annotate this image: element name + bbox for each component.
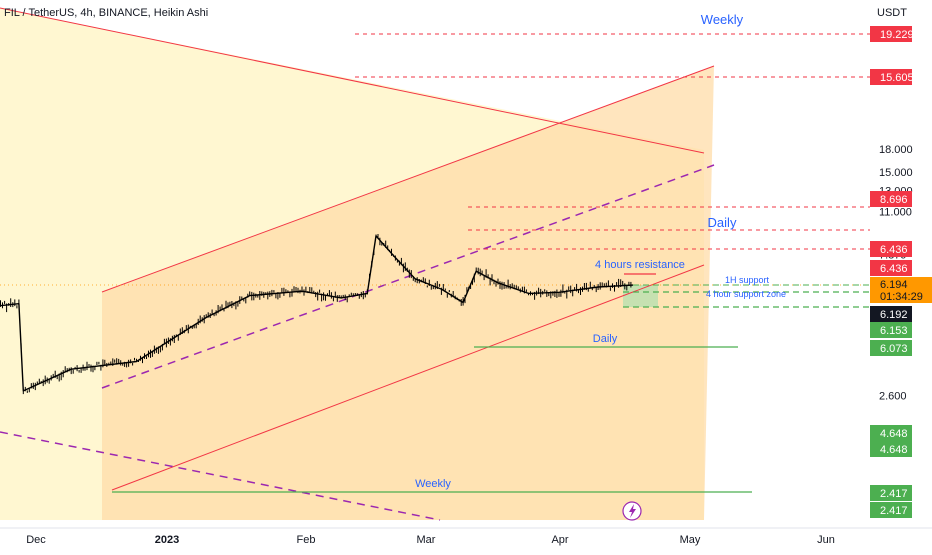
price-badge-bg — [870, 26, 912, 42]
price-badge-label: 6.153 — [880, 325, 908, 337]
price-badge-label: 15.605 — [880, 72, 914, 84]
channel-fill — [102, 66, 714, 520]
price-badge-label: 4.648 — [880, 428, 908, 440]
annotation-weekly-top: Weekly — [701, 12, 744, 27]
descending-trendline — [0, 7, 705, 154]
price-badge-label: 8.696 — [880, 194, 908, 206]
annotation-daily-bottom: Daily — [593, 333, 618, 345]
current-price-value: 6.194 — [880, 279, 908, 291]
price-badge-label: 2.417 — [880, 505, 908, 517]
time-tick-label: Apr — [551, 534, 568, 546]
price-badge-bg — [870, 441, 912, 457]
price-badge-bg — [870, 69, 912, 85]
channel-upper-line — [101, 65, 715, 293]
annotation-4h-resistance: 4 hours resistance — [595, 259, 685, 271]
crosshair-price-value: 6.192 — [880, 309, 908, 321]
channel-lower-line — [111, 264, 705, 491]
price-tick-label: 18.000 — [879, 144, 913, 156]
time-tick-label: 2023 — [155, 534, 179, 546]
annotation-daily-top: Daily — [708, 215, 737, 230]
price-badge-label: 2.417 — [880, 488, 908, 500]
time-tick-label: May — [680, 534, 701, 546]
current-price-badge: 6.194 01:34:29 — [870, 277, 932, 303]
price-badge-label: 4.648 — [880, 444, 908, 456]
price-badge-bg — [870, 241, 912, 257]
time-axis-labels: Dec 2023 Feb Mar Apr May Jun — [26, 534, 835, 546]
price-badge-label: 19.229 — [880, 29, 914, 41]
annotation-4h-support-zone: 4 hour support zone — [706, 289, 786, 299]
price-badge-bg — [870, 260, 912, 276]
time-tick-label: Mar — [417, 534, 436, 546]
time-tick-label: Jun — [817, 534, 835, 546]
time-tick-label: Feb — [297, 534, 316, 546]
price-badge-label: 6.436 — [880, 263, 908, 275]
crosshair-price-badge: 6.192 — [870, 306, 912, 322]
price-badge-bg — [870, 340, 912, 356]
price-badge-bg — [870, 502, 912, 518]
support-zone-box — [623, 285, 658, 307]
current-price-countdown: 01:34:29 — [880, 291, 923, 303]
annotation-weekly-bottom: Weekly — [415, 478, 451, 490]
price-badge-label: 6.436 — [880, 244, 908, 256]
lower-purple-line — [0, 431, 441, 521]
price-badge-bg — [870, 191, 912, 207]
price-candles — [0, 234, 632, 395]
lightning-icon[interactable] — [622, 501, 642, 521]
price-axis-unit: USDT — [877, 7, 907, 19]
price-badge-bg — [870, 485, 912, 501]
price-badge-bg — [870, 322, 912, 338]
time-tick-label: Dec — [26, 534, 46, 546]
time-axis[interactable] — [0, 528, 870, 550]
price-axis-badges: 19.229 15.605 8.696 6.436 6.436 6.153 6.073 4.6… — [870, 26, 914, 518]
price-badge-bg — [870, 425, 912, 441]
price-badge-label: 6.073 — [880, 343, 908, 355]
symbol-title[interactable]: FIL / TetherUS, 4h, BINANCE, Heikin Ashi — [4, 7, 208, 19]
price-tick-label: 2.600 — [879, 391, 907, 403]
channel-midline — [101, 164, 715, 389]
price-tick-label: 15.000 — [879, 167, 913, 179]
price-tick-label: 11.000 — [879, 207, 912, 219]
annotation-1h-support: 1H support — [725, 275, 770, 285]
